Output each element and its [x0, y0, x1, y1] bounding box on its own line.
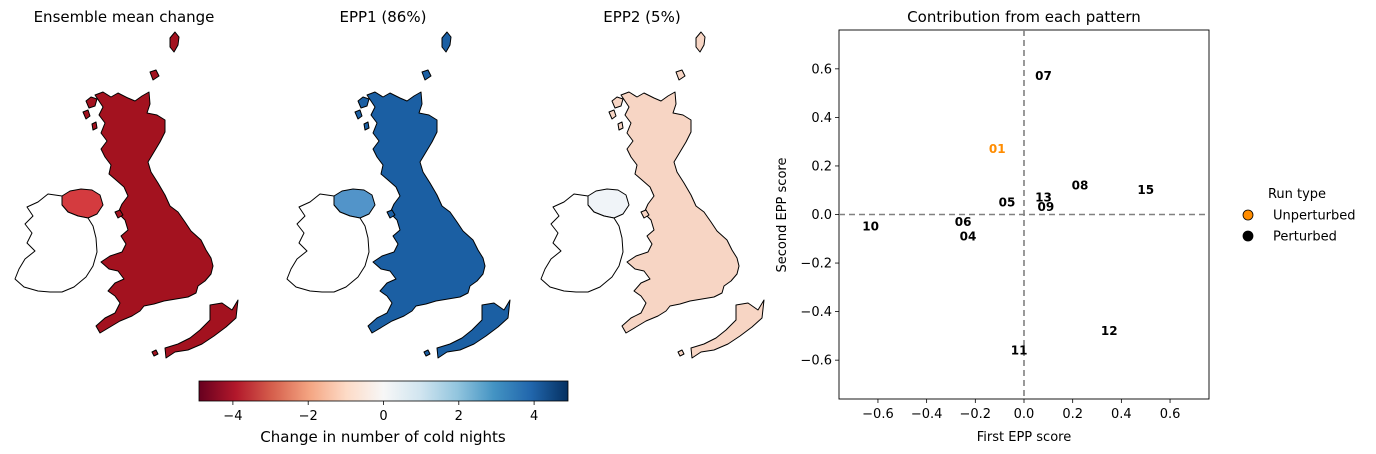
point-label-09: 09	[1038, 200, 1055, 214]
land-region	[421, 69, 432, 81]
colorbar-tick-label: 2	[455, 409, 463, 424]
colorbar-tick-label: 0	[379, 409, 387, 424]
point-label-15: 15	[1137, 183, 1154, 197]
legend-label: Perturbed	[1273, 230, 1337, 245]
colorbar: −4 −2 0 2 4 Change in number of cold nights	[198, 380, 569, 446]
map-title-ensemble-mean: Ensemble mean change	[34, 8, 215, 26]
ireland-outline	[14, 193, 98, 293]
land-region	[690, 299, 765, 359]
land-region	[357, 96, 370, 109]
land-region	[677, 349, 685, 357]
point-label-07: 07	[1035, 69, 1052, 83]
land-region	[441, 31, 452, 53]
point-label-11: 11	[1011, 343, 1028, 357]
point-label-10: 10	[862, 220, 879, 234]
x-tick-label: 0.2	[1062, 407, 1083, 422]
land-region	[617, 121, 624, 131]
data-points: 01 04 05 06 07 08 09 10 11 12 13 15	[862, 69, 1154, 357]
x-tick-label: −0.2	[960, 407, 992, 422]
x-tick-label: 0.4	[1111, 407, 1132, 422]
land-region	[91, 121, 98, 131]
point-label-12: 12	[1101, 324, 1118, 338]
y-tick-label: 0.2	[811, 159, 832, 174]
uk-map-epp1	[286, 31, 511, 359]
land-region	[611, 96, 624, 109]
legend-entries: Unperturbed Perturbed	[1242, 209, 1356, 245]
map-title-epp2: EPP2 (5%)	[603, 8, 680, 26]
scatter-plot: Contribution from each pattern −0.6 −0.4−…	[775, 8, 1210, 445]
y-axis-label: Second EPP score	[775, 158, 790, 273]
point-label-13: 13	[1035, 191, 1052, 205]
ireland-outline	[540, 193, 624, 293]
legend-label: Unperturbed	[1273, 209, 1356, 224]
land-region	[386, 209, 396, 219]
chart-title: Contribution from each pattern	[907, 8, 1141, 26]
land-region	[82, 109, 91, 120]
legend-marker	[1242, 230, 1254, 242]
colorbar-tick-label: 4	[530, 409, 538, 424]
x-tick-label: 0.0	[1014, 407, 1035, 422]
y-tick-label: −0.4	[800, 305, 832, 320]
colorbar-gradient	[198, 380, 569, 402]
colorbar-tick-label: −2	[299, 409, 318, 424]
y-tick-label: −0.6	[800, 354, 832, 369]
map-panels: Ensemble mean change EPP1 (86%) EPP2 (5%)	[14, 8, 765, 359]
ireland-outline	[286, 193, 370, 293]
land-region	[675, 69, 686, 81]
land-region	[423, 349, 431, 357]
land-region	[169, 31, 180, 53]
land-region	[149, 69, 160, 81]
x-axis-label: First EPP score	[977, 430, 1071, 445]
land-region	[620, 91, 740, 334]
land-region	[114, 209, 124, 219]
land-region	[354, 109, 363, 120]
land-region	[608, 109, 617, 120]
land-region	[151, 349, 159, 357]
land-region	[436, 299, 511, 359]
point-label-01: 01	[989, 142, 1006, 156]
land-region	[366, 91, 486, 334]
land-region	[695, 31, 706, 53]
point-label-06: 06	[955, 215, 972, 229]
colorbar-tick-label: −4	[223, 409, 242, 424]
uk-map-ensemble-mean	[14, 31, 239, 359]
legend: Run type Unperturbed Perturbed	[1242, 187, 1356, 245]
point-label-04: 04	[960, 229, 977, 243]
land-region	[640, 209, 650, 219]
land-region	[85, 96, 98, 109]
x-tick-label: 0.6	[1160, 407, 1181, 422]
point-label-05: 05	[999, 195, 1016, 209]
reference-lines	[839, 30, 1209, 399]
colorbar-label: Change in number of cold nights	[260, 428, 506, 446]
y-tick-label: 0.4	[811, 111, 832, 126]
point-label-08: 08	[1072, 178, 1089, 192]
y-tick-label: −0.2	[800, 257, 832, 272]
land-region	[94, 91, 214, 334]
y-tick-label: 0.6	[811, 62, 832, 77]
uk-map-epp2	[540, 31, 765, 359]
y-tick-label: 0.0	[811, 208, 832, 223]
x-tick-label: −0.6	[862, 407, 894, 422]
x-tick-label: −0.4	[911, 407, 943, 422]
land-region	[363, 121, 370, 131]
legend-title: Run type	[1268, 187, 1326, 202]
x-axis-ticks: −0.6 −0.4 −0.2 0.0 0.2 0.4 0.6	[862, 399, 1180, 422]
land-region	[164, 299, 239, 359]
colorbar-ticks: −4 −2 0 2 4	[223, 401, 538, 424]
legend-marker	[1242, 209, 1254, 221]
y-axis-ticks: −0.6 −0.4 −0.2 0.0 0.2 0.4 0.6	[800, 62, 839, 369]
map-title-epp1: EPP1 (86%)	[340, 8, 427, 26]
